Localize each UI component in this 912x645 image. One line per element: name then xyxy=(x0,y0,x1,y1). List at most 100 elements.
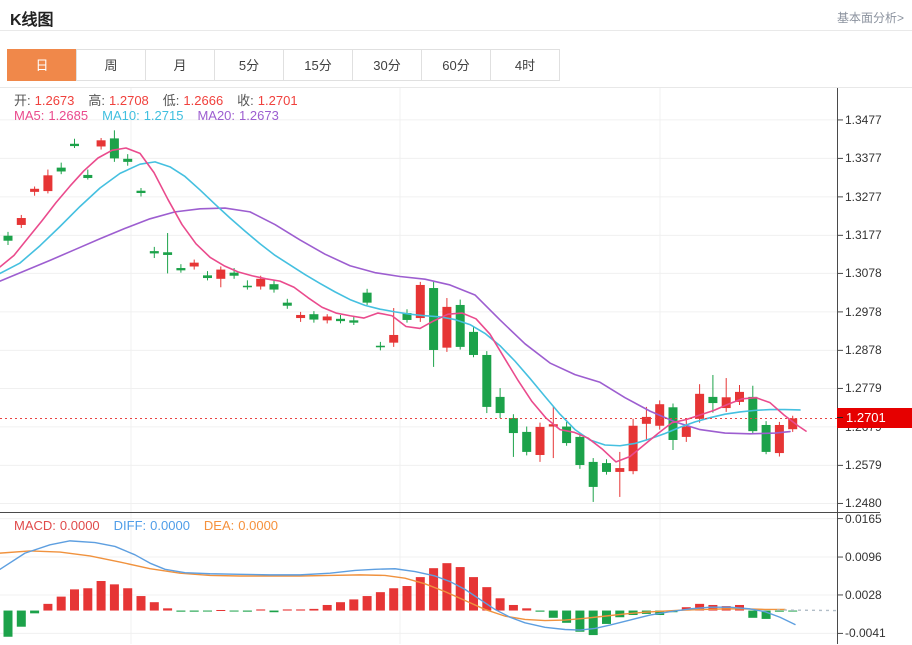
candle xyxy=(469,331,478,355)
tab-30分[interactable]: 30分 xyxy=(352,49,422,81)
candle xyxy=(575,436,585,465)
candle xyxy=(96,140,106,147)
candle xyxy=(641,416,651,424)
diff-line xyxy=(0,540,796,631)
candle xyxy=(562,426,572,444)
macd-histogram-bar xyxy=(535,610,545,612)
candle xyxy=(588,461,598,487)
macd-histogram-bar xyxy=(588,610,598,636)
fundamental-analysis-link[interactable]: 基本面分析> xyxy=(836,11,904,25)
macd-histogram-bar xyxy=(695,603,705,611)
macd-histogram-bar xyxy=(176,610,186,612)
tab-60分[interactable]: 60分 xyxy=(421,49,491,81)
candle xyxy=(548,424,558,427)
candle xyxy=(163,252,173,255)
macd-histogram-bar xyxy=(788,610,798,612)
candle xyxy=(708,396,718,404)
macd-histogram-bar xyxy=(389,588,399,611)
candle xyxy=(429,288,439,350)
macd-histogram-bar xyxy=(349,599,359,611)
candle xyxy=(415,284,425,319)
macd-histogram-bar xyxy=(455,567,465,611)
macd-histogram-bar xyxy=(3,610,13,637)
macd-histogram-bar xyxy=(149,602,159,611)
macd-histogram-bar xyxy=(469,577,478,611)
candle xyxy=(189,262,199,267)
candle xyxy=(349,320,359,323)
macd-histogram-bar xyxy=(16,610,26,627)
tab-周[interactable]: 周 xyxy=(76,49,146,81)
macd-histogram-bar xyxy=(109,584,119,611)
candle xyxy=(788,418,798,430)
period-tab-bar: 日周月 5分 15分 30分 60分 4时 xyxy=(7,49,560,81)
candle xyxy=(269,284,279,290)
candle xyxy=(695,393,705,419)
candle xyxy=(56,167,66,172)
macd-histogram-bar xyxy=(123,588,133,611)
macd-dashed-tail xyxy=(776,609,838,612)
macd-histogram-bar xyxy=(96,581,106,611)
macd-histogram-bar xyxy=(442,563,452,611)
candle xyxy=(3,235,13,241)
candle xyxy=(16,218,26,225)
candle xyxy=(668,407,678,440)
candle xyxy=(535,426,545,455)
tab-月[interactable]: 月 xyxy=(145,49,215,81)
page-title: K线图 xyxy=(10,12,54,29)
candle xyxy=(735,391,744,402)
macd-histogram-bar xyxy=(269,610,279,613)
candle xyxy=(123,158,133,162)
macd-histogram-bar xyxy=(296,609,306,611)
current-price-badge: 1.2701 xyxy=(837,408,912,429)
macd-histogram-bar xyxy=(242,610,252,612)
tab-5分[interactable]: 5分 xyxy=(214,49,284,81)
candle xyxy=(296,314,306,319)
candle xyxy=(362,292,372,303)
macd-histogram-bar xyxy=(322,604,332,611)
macd-histogram-bar xyxy=(562,610,572,623)
tab-15分[interactable]: 15分 xyxy=(283,49,353,81)
macd-histogram-bar xyxy=(602,610,611,624)
candle xyxy=(495,396,505,414)
macd-histogram-bar xyxy=(282,609,292,611)
macd-histogram-bar xyxy=(336,602,345,611)
macd-histogram-bar xyxy=(548,610,558,618)
candle xyxy=(455,304,465,347)
axis-tick xyxy=(837,417,843,419)
candle xyxy=(628,425,638,472)
candle xyxy=(242,285,252,288)
macd-histogram-bar xyxy=(163,608,173,611)
ma20-line xyxy=(0,207,791,435)
ma10-line xyxy=(0,161,801,447)
macd-histogram-bar xyxy=(56,596,66,611)
macd-histogram-bar xyxy=(203,610,212,612)
candle xyxy=(309,314,319,320)
candle xyxy=(482,354,492,407)
macd-histogram-bar xyxy=(508,604,518,611)
macd-histogram-bar xyxy=(415,577,425,611)
candle xyxy=(389,334,399,343)
candle xyxy=(615,468,625,472)
macd-histogram-bar xyxy=(30,610,40,614)
candle xyxy=(109,138,119,159)
candle xyxy=(30,188,40,192)
candle xyxy=(336,318,345,322)
tab-4时[interactable]: 4时 xyxy=(490,49,560,81)
candle xyxy=(136,190,146,194)
candle xyxy=(43,175,53,192)
candle xyxy=(322,316,332,321)
tab-日[interactable]: 日 xyxy=(7,49,77,81)
candle xyxy=(508,418,518,434)
macd-histogram-bar xyxy=(216,609,226,611)
macd-histogram-bar xyxy=(136,596,146,611)
macd-histogram-bar xyxy=(575,610,585,632)
candle xyxy=(681,426,691,437)
macd-histogram-bar xyxy=(429,568,439,611)
candle xyxy=(216,269,226,279)
candle xyxy=(70,143,79,147)
candle xyxy=(761,424,771,452)
candle xyxy=(442,306,452,348)
candle xyxy=(176,268,186,271)
